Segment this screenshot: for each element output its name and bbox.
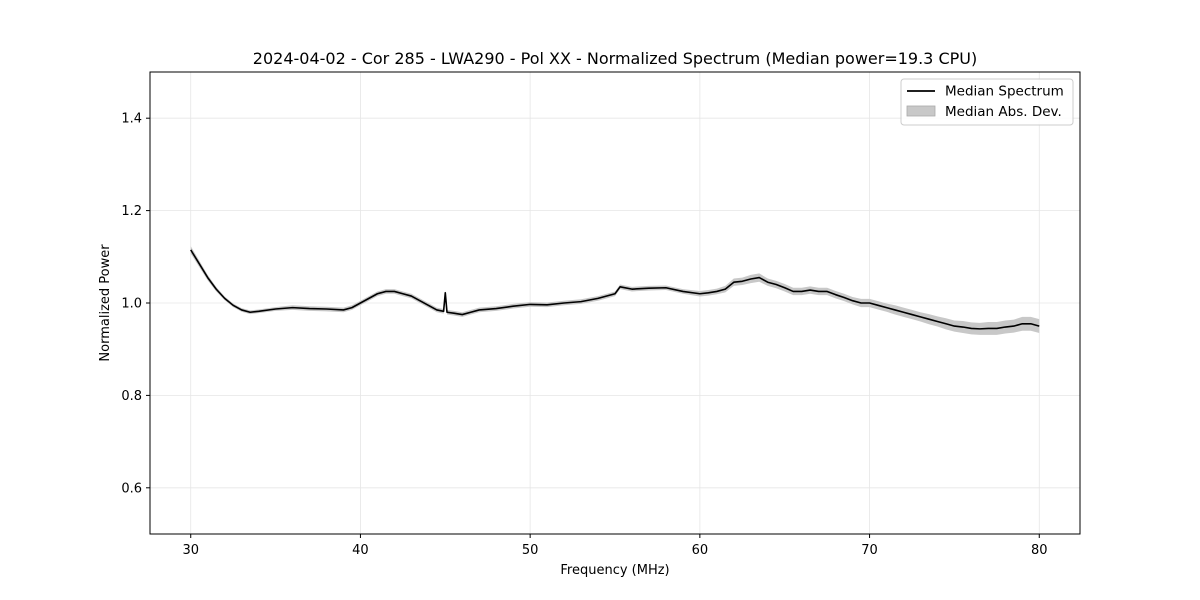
y-axis-label: Normalized Power [98, 244, 113, 362]
y-tick-label: 0.6 [121, 481, 142, 496]
plot-area: 30 40 50 60 70 80 0.6 0.8 1.0 1.2 1.4 [121, 71, 1081, 558]
legend-label-median-spectrum: Median Spectrum [945, 84, 1064, 100]
legend-box [900, 78, 1074, 126]
legend-label-median-abs-dev: Median Abs. Dev. [945, 104, 1062, 120]
x-tick-label: 50 [522, 543, 539, 558]
y-tick-label: 1.4 [121, 112, 142, 127]
legend-swatch-median-abs-dev [906, 105, 936, 117]
x-tick-label: 70 [861, 543, 878, 558]
x-tick-label: 80 [1031, 543, 1048, 558]
y-tick-label: 1.0 [121, 297, 142, 312]
x-tick-label: 30 [182, 543, 199, 558]
x-axis-ticks: 30 40 50 60 70 80 [182, 534, 1048, 558]
median-line-layer [190, 249, 1040, 330]
y-axis-ticks: 0.6 0.8 1.0 1.2 1.4 [121, 112, 150, 496]
grid [150, 72, 1080, 534]
x-axis-label: Frequency (MHz) [560, 563, 669, 578]
chart-title: 2024-04-02 - Cor 285 - LWA290 - Pol XX -… [253, 49, 977, 68]
y-tick-label: 0.8 [121, 389, 142, 404]
x-tick-label: 40 [352, 543, 369, 558]
x-tick-label: 60 [692, 543, 709, 558]
legend: Median Spectrum Median Abs. Dev. [900, 78, 1074, 126]
y-tick-label: 1.2 [121, 204, 142, 219]
median-spectrum-line [190, 249, 1040, 330]
